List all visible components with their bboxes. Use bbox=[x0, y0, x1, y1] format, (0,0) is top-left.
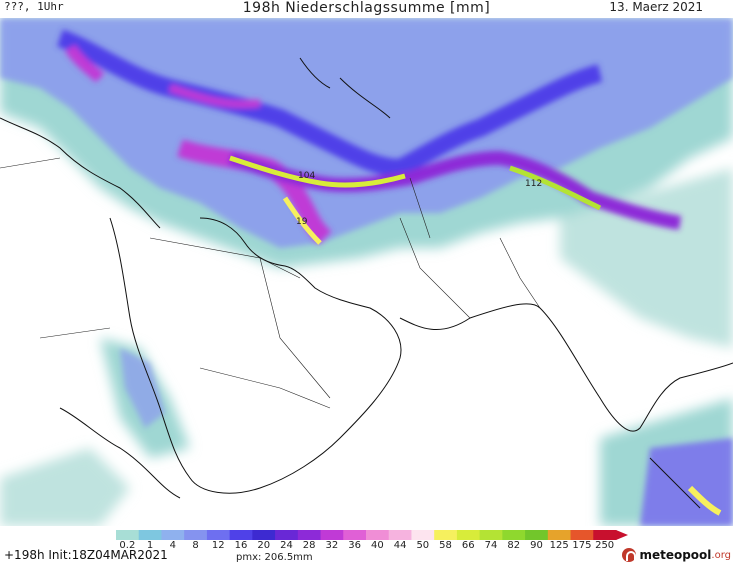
valid-date: 13. Maerz 2021 bbox=[609, 0, 703, 14]
borders bbox=[0, 157, 541, 409]
peak-precip bbox=[229, 155, 722, 516]
legend-tick-label: 82 bbox=[507, 540, 521, 551]
legend-tick-label: 36 bbox=[348, 540, 361, 551]
max-label-19: 19 bbox=[296, 217, 308, 227]
legend-tick-label: 125 bbox=[549, 540, 569, 551]
legend-color-bar bbox=[116, 530, 628, 540]
meteopool-logo: meteopool .org bbox=[622, 546, 731, 564]
legend-tick-label: 32 bbox=[325, 540, 339, 551]
legend-swatch bbox=[252, 530, 276, 540]
legend-swatch bbox=[411, 530, 435, 540]
max-label-104: 104 bbox=[298, 171, 315, 181]
legend-swatch bbox=[456, 530, 481, 540]
legend-tick-label: 74 bbox=[484, 540, 498, 551]
legend-swatch bbox=[297, 530, 322, 540]
logo-name: meteopool bbox=[639, 548, 712, 562]
legend-tick-label: 44 bbox=[393, 540, 407, 551]
map-title: 198h Niederschlagssumme [mm] bbox=[242, 0, 491, 16]
legend-tick-label: 24 bbox=[280, 540, 293, 551]
legend-tick-label: 58 bbox=[439, 540, 452, 551]
legend-tick-label: 4 bbox=[169, 540, 176, 551]
legend-swatch bbox=[366, 530, 390, 540]
legend-swatch bbox=[275, 530, 299, 540]
legend-swatch bbox=[502, 530, 526, 540]
header: ???, 1Uhr 198h Niederschlagssumme [mm] 1… bbox=[0, 0, 733, 18]
legend-swatch bbox=[343, 530, 367, 540]
legend-swatch bbox=[547, 530, 572, 540]
legend-tick-label: 16 bbox=[234, 540, 248, 551]
legend-tick-label: 8 bbox=[192, 540, 199, 551]
legend-tick-label: 50 bbox=[416, 540, 430, 551]
legend-swatch bbox=[116, 530, 140, 540]
map-canvas: 104 112 19 bbox=[0, 18, 733, 526]
legend-swatch bbox=[161, 530, 185, 540]
legend-swatch bbox=[184, 530, 208, 540]
logo-icon bbox=[622, 548, 637, 562]
precipitation-map: 104 112 19 bbox=[0, 18, 733, 526]
legend-tick-label: 12 bbox=[211, 540, 225, 551]
legend-tick-label: 66 bbox=[461, 540, 475, 551]
legend-tick-label: 1 bbox=[146, 540, 154, 551]
legend-ticks: 0.2 1 4 8 12 16 20 24 28 32 36 40 44 50 58 66 74 82 90 125 1… bbox=[116, 540, 636, 552]
legend-tick-label: 250 bbox=[595, 540, 615, 551]
legend-swatch bbox=[320, 530, 344, 540]
coastlines bbox=[0, 57, 733, 509]
legend-tick-label: 0.2 bbox=[119, 540, 136, 551]
legend-swatch bbox=[479, 530, 503, 540]
legend-swatch bbox=[593, 530, 617, 540]
pmx-value: pmx: 206.5mm bbox=[236, 552, 313, 563]
legend-tick-label: 90 bbox=[530, 540, 543, 551]
legend-swatch bbox=[570, 530, 594, 540]
legend-tick-label: 28 bbox=[302, 540, 316, 551]
legend-swatch bbox=[525, 530, 549, 540]
legend-swatch bbox=[206, 530, 231, 540]
legend-swatch bbox=[434, 530, 458, 540]
legend-tick-label: 40 bbox=[370, 540, 384, 551]
run-time-label: ???, 1Uhr bbox=[4, 0, 64, 13]
legend-tick-label: 175 bbox=[572, 540, 592, 551]
legend-arrow bbox=[616, 530, 628, 540]
legend-swatch bbox=[138, 530, 162, 540]
logo-tld: .org bbox=[711, 549, 731, 561]
max-label-112: 112 bbox=[525, 179, 542, 189]
legend-tick-label: 20 bbox=[257, 540, 271, 551]
legend-swatch bbox=[388, 530, 412, 540]
legend-swatch bbox=[229, 530, 253, 540]
init-time: +198h Init:18Z04MAR2021 bbox=[4, 548, 168, 562]
